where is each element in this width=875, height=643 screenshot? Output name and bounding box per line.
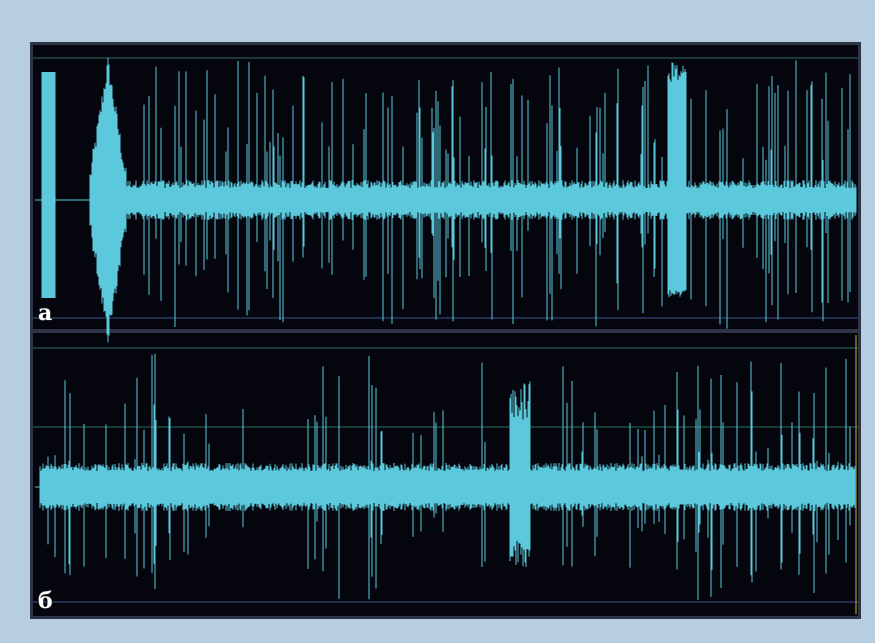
waveform xyxy=(35,57,857,343)
panel-label: б xyxy=(38,588,53,614)
panel-label: а xyxy=(38,300,52,326)
waveforms xyxy=(35,57,857,600)
waveform xyxy=(35,353,856,600)
